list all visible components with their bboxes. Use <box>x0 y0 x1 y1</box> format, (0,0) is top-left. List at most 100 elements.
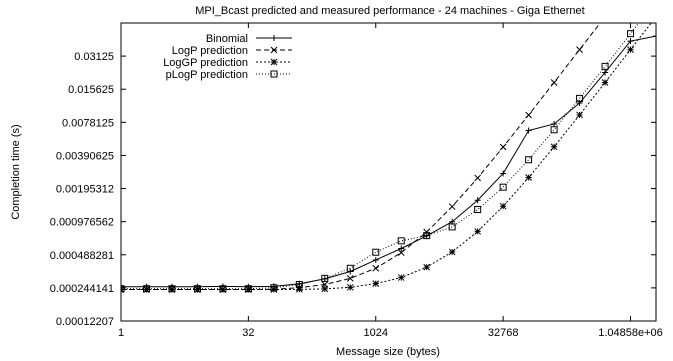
y-tick-label: 0.000976562 <box>50 217 114 229</box>
data-point-plogp-prediction <box>321 274 329 282</box>
legend-marker-plogp-prediction <box>270 70 278 78</box>
series-loggp-prediction <box>121 14 659 293</box>
data-point-logp-prediction <box>474 174 482 182</box>
series-line-binomial <box>121 35 656 288</box>
y-tick-label: 0.000244141 <box>50 283 114 295</box>
data-point-plogp-prediction <box>270 284 278 292</box>
x-tick-label: 32768 <box>488 327 519 339</box>
data-point-loggp-prediction <box>194 286 201 293</box>
data-point-loggp-prediction <box>627 46 634 53</box>
y-tick-label: 0.0078125 <box>62 117 114 129</box>
chart-title: MPI_Bcast predicted and measured perform… <box>195 5 584 17</box>
data-point-plogp-prediction <box>168 285 176 293</box>
data-point-loggp-prediction <box>576 111 583 119</box>
data-point-loggp-prediction <box>448 248 456 256</box>
data-point-plogp-prediction <box>448 223 456 231</box>
data-point-logp-prediction <box>372 264 380 272</box>
data-point-loggp-prediction <box>372 280 380 287</box>
data-point-logp-prediction <box>448 203 456 210</box>
data-point-logp-prediction <box>602 14 608 20</box>
data-point-loggp-prediction <box>346 283 354 291</box>
data-point-logp-prediction <box>423 228 431 236</box>
series-line-plogp-prediction <box>121 23 640 290</box>
data-point-binomial <box>525 127 532 134</box>
data-point-plogp-prediction <box>142 285 150 293</box>
data-point-loggp-prediction <box>143 286 150 293</box>
series-line-loggp-prediction <box>121 23 652 291</box>
data-point-loggp-prediction <box>525 174 532 181</box>
y-axis-label: Completion time (s) <box>10 124 22 219</box>
data-point-plogp-prediction <box>372 248 380 256</box>
y-tick-label: 0.00012207 <box>56 316 114 328</box>
data-point-binomial <box>500 170 507 177</box>
x-axis-label: Message size (bytes) <box>336 346 440 358</box>
data-point-binomial <box>653 33 656 40</box>
x-tick-label: 1024 <box>364 327 388 339</box>
data-point-plogp-prediction <box>474 205 482 213</box>
series-layer <box>121 0 659 293</box>
data-point-logp-prediction <box>397 249 405 256</box>
data-point-plogp-prediction <box>193 285 201 293</box>
data-point-logp-prediction <box>346 275 354 282</box>
data-point-plogp-prediction <box>525 156 533 164</box>
data-point-loggp-prediction <box>168 286 176 293</box>
data-point-loggp-prediction <box>653 14 659 20</box>
x-tick-label: 32 <box>242 327 254 339</box>
data-point-plogp-prediction <box>423 232 431 240</box>
data-point-loggp-prediction <box>550 143 558 151</box>
data-point-binomial <box>551 120 558 127</box>
data-point-binomial <box>398 245 405 252</box>
data-point-binomial <box>423 232 430 239</box>
data-point-loggp-prediction <box>499 202 507 210</box>
y-tick-label: 0.015625 <box>68 84 114 96</box>
data-point-binomial <box>602 69 609 76</box>
data-point-binomial <box>474 197 481 204</box>
data-point-plogp-prediction <box>121 285 125 293</box>
x-tick-label: 1.04858e+06 <box>598 327 663 339</box>
data-point-loggp-prediction <box>321 285 329 293</box>
data-point-loggp-prediction <box>219 286 227 293</box>
data-point-plogp-prediction <box>295 281 303 289</box>
y-tick-label: 0.00390625 <box>56 150 114 162</box>
data-point-loggp-prediction <box>270 286 278 293</box>
y-tick-label: 0.00195312 <box>56 184 114 196</box>
data-point-plogp-prediction <box>346 264 354 272</box>
data-point-loggp-prediction <box>397 274 405 281</box>
legend-label-plogp-prediction: pLogP prediction <box>166 69 248 81</box>
series-plogp-prediction <box>121 0 659 293</box>
plot-frame <box>120 22 657 322</box>
data-point-plogp-prediction <box>244 285 252 293</box>
data-point-logp-prediction <box>499 143 507 151</box>
data-point-plogp-prediction <box>397 237 405 245</box>
legend-marker-loggp-prediction <box>270 58 278 66</box>
x-tick-label: 1 <box>118 327 124 339</box>
data-point-plogp-prediction <box>550 126 558 134</box>
data-point-binomial <box>121 283 124 290</box>
series-logp-prediction <box>121 14 608 293</box>
legend-marker-binomial <box>271 35 277 41</box>
legend-label-loggp-prediction: LogGP prediction <box>163 57 248 69</box>
legend-label-logp-prediction: LogP prediction <box>172 45 248 57</box>
data-point-plogp-prediction <box>576 94 584 102</box>
data-point-loggp-prediction <box>295 285 303 293</box>
data-point-binomial <box>627 38 634 45</box>
data-point-binomial <box>372 256 379 263</box>
y-tick-label: 0.03125 <box>74 51 114 63</box>
data-point-loggp-prediction <box>245 286 252 293</box>
data-point-plogp-prediction <box>601 62 609 70</box>
data-point-plogp-prediction <box>627 30 635 38</box>
data-point-plogp-prediction <box>499 183 507 191</box>
y-tick-label: 0.000488281 <box>50 250 114 262</box>
data-point-logp-prediction <box>525 111 532 119</box>
data-point-loggp-prediction <box>601 79 609 86</box>
legend-marker-logp-prediction <box>270 46 278 54</box>
data-point-plogp-prediction <box>219 285 227 293</box>
legend-label-binomial: Binomial <box>206 33 248 45</box>
data-point-loggp-prediction <box>423 263 431 271</box>
data-point-logp-prediction <box>576 46 583 53</box>
data-point-loggp-prediction <box>474 228 482 235</box>
data-point-logp-prediction <box>550 79 558 86</box>
data-point-plogp-prediction <box>653 0 659 4</box>
